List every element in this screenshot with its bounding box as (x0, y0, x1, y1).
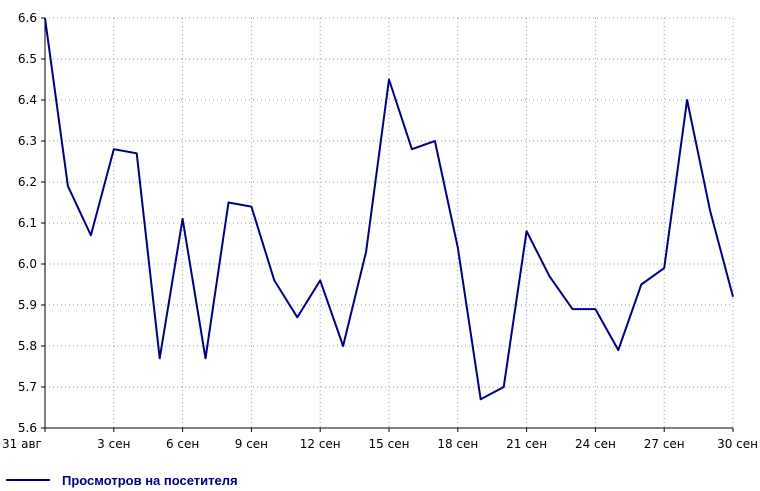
x-tick-label: 12 сен (300, 437, 341, 451)
legend-swatch (6, 479, 50, 481)
legend: Просмотров на посетителя (6, 470, 238, 490)
x-tick-label: 30 сен (717, 437, 758, 451)
y-tick-label: 6.5 (18, 52, 37, 66)
y-tick-label: 5.6 (18, 421, 37, 435)
y-tick-label: 6.6 (18, 11, 37, 25)
x-tick-label: 3 сен (97, 437, 130, 451)
y-tick-label: 5.8 (18, 339, 37, 353)
y-tick-label: 5.7 (18, 380, 37, 394)
y-tick-label: 6.4 (18, 93, 37, 107)
series-layer (44, 17, 734, 401)
x-tick-label: 31 авг (2, 437, 42, 451)
x-tick-label: 9 сен (235, 437, 268, 451)
y-tick-label: 5.9 (18, 298, 37, 312)
line-chart: 5.6 5.7 5.8 5.9 6.0 6.1 6.2 6.3 6.4 6.5 6.6 31 авг… (2, 11, 758, 451)
y-axis-ticks: 5.6 5.7 5.8 5.9 6.0 6.1 6.2 6.3 6.4 6.5 6.6 (18, 11, 45, 435)
y-tick-label: 6.0 (18, 257, 37, 271)
x-tick-label: 6 сен (166, 437, 199, 451)
y-tick-label: 6.3 (18, 134, 37, 148)
y-tick-label: 6.1 (18, 216, 37, 230)
legend-label: Просмотров на посетителя (62, 472, 238, 488)
x-tick-label: 21 сен (506, 437, 547, 451)
x-tick-label: 24 сен (575, 437, 616, 451)
x-tick-label: 27 сен (644, 437, 685, 451)
series-line (44, 17, 734, 401)
x-tick-label: 18 сен (437, 437, 478, 451)
y-tick-label: 6.2 (18, 175, 37, 189)
x-tick-label: 15 сен (369, 437, 410, 451)
x-axis-ticks: 31 авг 3 сен 6 сен 9 сен 12 сен 15 сен 18 сен 2… (2, 428, 758, 451)
